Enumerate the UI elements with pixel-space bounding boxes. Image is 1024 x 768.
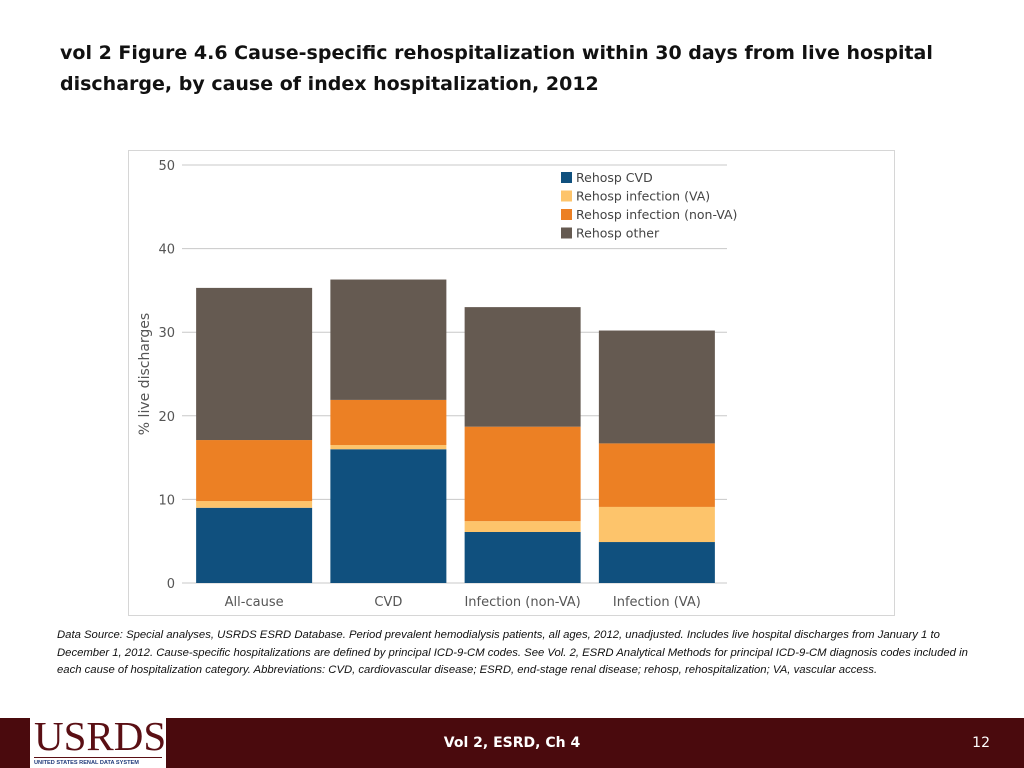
bar-cvd-rehosp-infection-non-va [330,399,447,446]
x-tick-label: Infection (non-VA) [464,595,580,610]
x-axis-labels: All-cause CVD Infection (non-VA) Infection … [225,595,701,610]
y-axis-ticks: 0 10 20 30 40 50 [158,159,175,592]
bars [196,279,715,583]
legend-label-rehosp-infection-va: Rehosp infection (VA) [576,189,710,204]
bar-infection-va-rehosp-cvd [598,542,715,583]
legend-label-rehosp-infection-non-va: Rehosp infection (non-VA) [576,207,737,222]
legend-swatch-rehosp-infection-non-va [561,209,572,220]
footer-section-label: Vol 2, ESRD, Ch 4 [443,735,581,751]
bar-infection-va-rehosp-infection-non-va [598,443,715,507]
y-tick-label: 50 [158,159,175,174]
chart-panel: 0 10 20 30 40 50 All-cause CVD Infection (non-V… [128,150,895,616]
bar-cvd-rehosp-other [330,279,447,400]
bar-infection-non-va-rehosp-cvd [464,532,581,583]
y-tick-label: 0 [167,577,175,592]
bar-cvd-rehosp-cvd [330,449,447,583]
bar-all-cause-rehosp-other [196,287,313,441]
bar-infection-non-va-rehosp-infection-va [464,521,581,533]
page-number: 12 [972,735,990,751]
legend-label-rehosp-cvd: Rehosp CVD [576,170,653,185]
footer-bar [0,718,1024,768]
legend: Rehosp CVD Rehosp infection (VA) Rehosp in… [561,170,737,241]
x-tick-label: All-cause [225,595,284,610]
logo-divider [34,757,162,758]
x-tick-label: Infection (VA) [613,595,701,610]
bar-all-cause-rehosp-infection-non-va [196,440,313,502]
legend-swatch-rehosp-cvd [561,172,572,183]
logo-subtitle: UNITED STATES RENAL DATA SYSTEM [34,760,139,766]
logo-wordmark: USRDS [34,713,167,759]
bar-all-cause-rehosp-cvd [196,507,313,583]
slide-title: vol 2 Figure 4.6 Cause-specific rehospit… [60,42,933,95]
x-tick-label: CVD [374,595,402,610]
bar-infection-non-va-rehosp-other [464,307,581,427]
data-source-note: Data Source: Special analyses, USRDS ESR… [57,629,968,676]
stacked-bar-chart: 0 10 20 30 40 50 All-cause CVD Infection (non-V… [137,159,737,610]
y-tick-label: 30 [158,326,175,341]
bar-infection-non-va-rehosp-infection-non-va [464,426,581,522]
legend-swatch-rehosp-infection-va [561,190,572,202]
y-axis-label: % live discharges [137,313,153,435]
legend-label-rehosp-other: Rehosp other [576,226,660,241]
y-tick-label: 20 [158,410,175,425]
usrds-logo: USRDS UNITED STATES RENAL DATA SYSTEM [30,712,166,768]
bar-all-cause-rehosp-infection-va [196,501,313,508]
legend-swatch-rehosp-other [561,227,572,239]
y-tick-label: 40 [158,243,175,258]
y-tick-label: 10 [158,493,175,508]
bar-infection-va-rehosp-infection-va [598,506,715,543]
bar-cvd-rehosp-infection-va [330,445,447,450]
bar-infection-va-rehosp-other [598,330,715,444]
